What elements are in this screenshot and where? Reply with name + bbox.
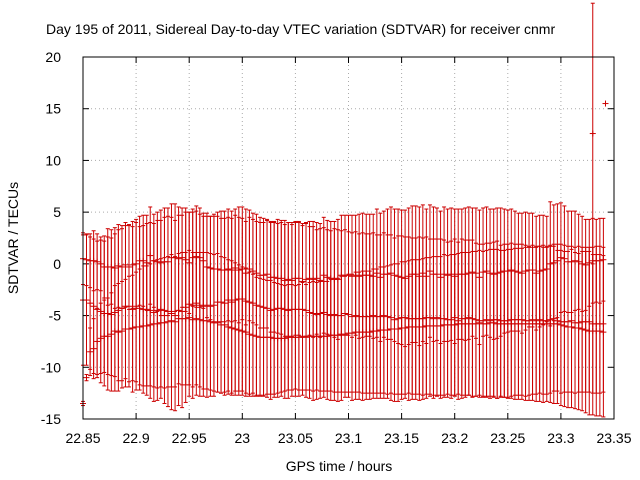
x-tick-label: 23.05 xyxy=(278,430,313,446)
x-tick-label: 23.15 xyxy=(384,430,419,446)
y-tick-label: -15 xyxy=(41,411,61,427)
y-tick-label: 5 xyxy=(53,204,61,220)
x-tick-label: 23.2 xyxy=(441,430,468,446)
data-marks xyxy=(80,2,609,418)
x-tick-label: 23.1 xyxy=(335,430,362,446)
y-tick-label: 15 xyxy=(45,101,61,117)
y-tick-labels: -15 -10 -5 0 5 10 15 20 xyxy=(41,49,61,427)
x-tick-label: 22.85 xyxy=(65,430,100,446)
y-tick-label: -5 xyxy=(49,308,62,324)
y-tick-label: 0 xyxy=(53,256,61,272)
x-axis-label: GPS time / hours xyxy=(286,458,393,474)
x-tick-label: 23.25 xyxy=(490,430,525,446)
x-tick-label: 23.3 xyxy=(547,430,574,446)
y-tick-label: 20 xyxy=(45,49,61,65)
x-tick-label: 23 xyxy=(235,430,251,446)
plot-frame xyxy=(82,56,615,420)
x-tick-label: 22.95 xyxy=(172,430,207,446)
x-tick-labels: 22.85 22.9 22.95 23 23.05 23.1 23.15 23.2 23.25 2… xyxy=(65,430,631,446)
x-tick-label: 22.9 xyxy=(122,430,149,446)
y-axis-label: SDTVAR / TECUs xyxy=(5,182,21,294)
y-tick-label: 10 xyxy=(45,152,61,168)
chart-title: Day 195 of 2011, Sidereal Day-to-day VTE… xyxy=(46,21,555,37)
y-tick-label: -10 xyxy=(41,359,61,375)
x-tick-label: 23.35 xyxy=(596,430,631,446)
